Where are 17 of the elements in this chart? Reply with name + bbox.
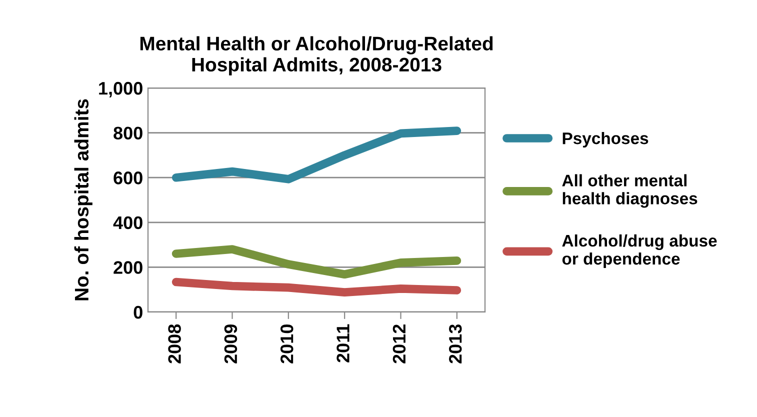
legend-label: Alcohol/drug abuse or dependence (562, 234, 717, 268)
y-tick-label: 200 (114, 261, 142, 274)
x-tick-label: 2010 (280, 324, 294, 364)
x-tick-label: 2008 (168, 324, 181, 364)
x-tick-label: 2009 (224, 324, 238, 364)
y-tick-label: 0 (134, 306, 142, 319)
y-tick-label: 1,000 (99, 82, 142, 98)
x-tick-label: 2013 (448, 324, 462, 364)
legend-label: All other mental health diagnoses (562, 174, 698, 208)
legend-label: Psychoses (562, 132, 648, 148)
y-tick-label: 600 (114, 172, 142, 184)
y-tick-label: 800 (114, 126, 142, 140)
y-axis-title: No. of hospital admits (74, 99, 92, 300)
chart-title: Mental Health or Alcohol/Drug-Related Hospital Admits, 2008-2013 (140, 36, 493, 76)
y-tick-label: 400 (113, 216, 142, 230)
x-tick-label: 2012 (392, 324, 406, 364)
x-tick-label: 2011 (336, 324, 350, 362)
